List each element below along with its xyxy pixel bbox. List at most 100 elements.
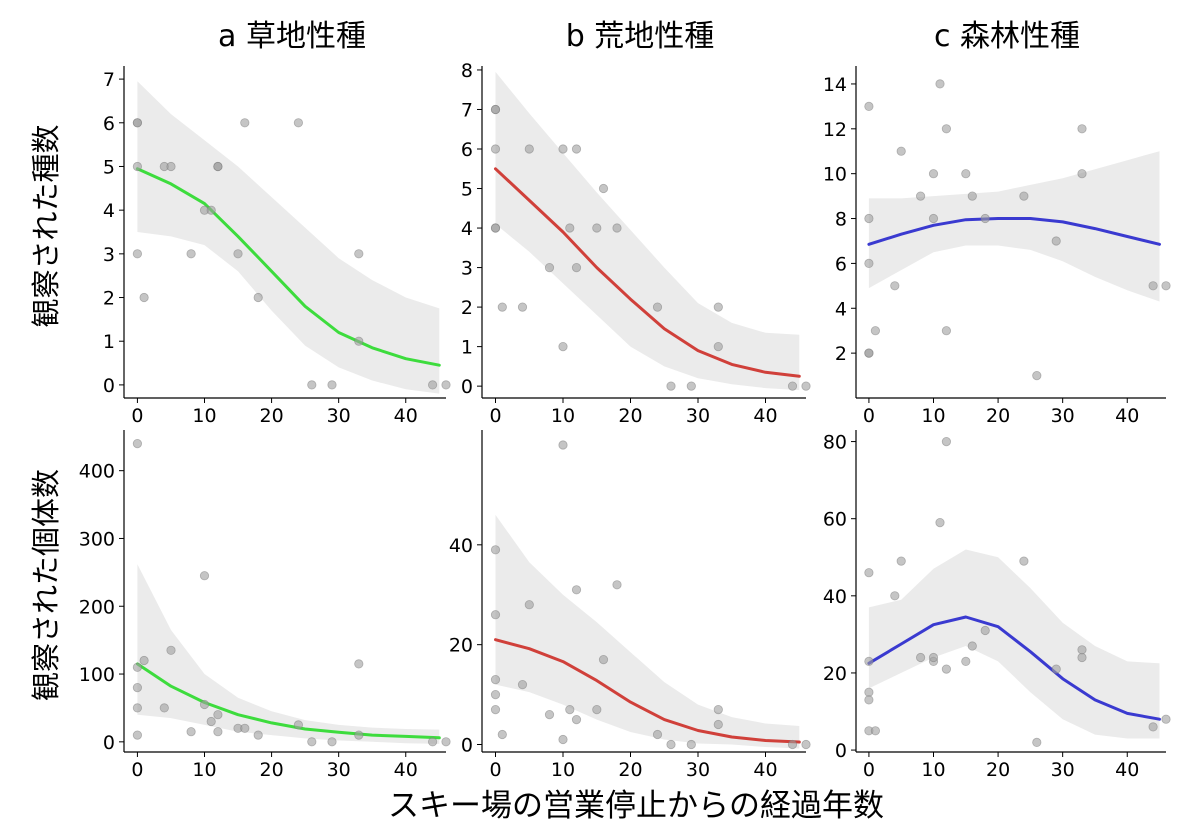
data-point — [206, 716, 216, 727]
y-tick-label: 7 — [461, 99, 473, 121]
data-point — [896, 556, 906, 566]
data-point — [497, 302, 507, 312]
data-point — [713, 719, 723, 730]
x-tick-label: 0 — [131, 759, 143, 781]
data-point — [517, 302, 528, 312]
data-point — [233, 249, 243, 259]
data-point — [490, 223, 501, 233]
y-tick-label: 0 — [835, 740, 847, 762]
y-tick-label: 2 — [103, 288, 115, 310]
y-tick-label: 5 — [103, 156, 115, 178]
y-tick-label: 2 — [835, 343, 847, 365]
data-point — [1077, 169, 1087, 179]
data-point — [307, 737, 317, 747]
y-tick-label: 7 — [103, 69, 115, 91]
data-point — [427, 737, 438, 747]
fit-line — [135, 167, 441, 367]
data-point — [166, 161, 176, 172]
x-tick-label: 40 — [1115, 405, 1139, 427]
data-point — [941, 664, 952, 674]
data-point — [354, 336, 364, 346]
data-point — [941, 124, 952, 134]
data-point — [1077, 124, 1087, 134]
data-point — [1148, 281, 1158, 291]
y-tick-label: 4 — [103, 200, 115, 222]
data-point — [864, 687, 874, 697]
data-point — [666, 739, 676, 750]
x-tick-label: 0 — [863, 405, 875, 427]
x-tick-label: 20 — [986, 405, 1010, 427]
data-point — [980, 213, 990, 224]
data-point — [558, 341, 568, 352]
x-tick-label: 30 — [327, 405, 351, 427]
x-tick-label: 10 — [921, 759, 945, 781]
x-tick-label: 20 — [259, 759, 283, 781]
data-point — [354, 659, 364, 669]
y-tick-label: 60 — [823, 509, 847, 531]
data-point — [132, 161, 142, 172]
data-point — [544, 262, 555, 273]
y-tick-label: 4 — [835, 298, 847, 320]
data-point — [571, 585, 582, 595]
data-point — [598, 183, 609, 194]
x-tick-label: 10 — [551, 405, 575, 427]
x-tick-label: 40 — [1115, 759, 1139, 781]
fit-line — [494, 167, 801, 378]
data-point — [524, 600, 534, 610]
data-point — [928, 652, 939, 663]
data-point — [213, 161, 223, 172]
data-point — [1019, 556, 1029, 566]
column-title-b: b 荒地性種 — [566, 19, 715, 54]
data-point — [307, 380, 317, 390]
data-point — [713, 341, 723, 352]
data-point — [490, 704, 501, 715]
x-tick-label: 30 — [686, 759, 710, 781]
data-point — [1051, 236, 1061, 246]
data-point — [327, 737, 337, 747]
y-tick-label: 40 — [449, 535, 473, 557]
data-point — [592, 223, 602, 233]
data-point — [558, 734, 568, 745]
y-tick-label: 8 — [835, 209, 847, 231]
y-tick-label: 1 — [461, 337, 473, 359]
y-tick-label: 6 — [461, 139, 473, 161]
data-point — [213, 710, 223, 720]
data-point — [524, 144, 534, 154]
data-point — [1077, 645, 1087, 655]
data-point — [864, 213, 874, 224]
data-point — [612, 580, 622, 590]
data-point — [1051, 664, 1061, 674]
data-point — [544, 709, 555, 720]
y-tick-label: 12 — [823, 119, 847, 141]
panel-c-species: 2 4 6 8 10 12 14 0 10 20 30 40 — [823, 66, 1171, 427]
data-point — [967, 191, 977, 201]
data-point — [967, 641, 977, 651]
data-point — [787, 739, 798, 750]
data-point — [890, 281, 900, 291]
data-point — [490, 144, 501, 154]
data-point — [186, 249, 196, 259]
x-tick-label: 10 — [192, 759, 216, 781]
data-point — [490, 674, 501, 685]
y-tick-label: 200 — [79, 596, 115, 618]
column-title-a: a 草地性種 — [218, 19, 366, 54]
data-point — [571, 714, 582, 725]
data-point — [652, 729, 663, 740]
row-label-species: 観察された種数 — [29, 124, 63, 327]
data-point — [293, 720, 303, 730]
y-tick-label: 4 — [461, 218, 473, 240]
data-point — [980, 625, 990, 636]
data-point — [132, 703, 142, 713]
x-tick-label: 40 — [753, 405, 777, 427]
data-point — [166, 645, 176, 655]
x-tick-label: 0 — [863, 759, 875, 781]
x-axis-caption: スキー場の営業停止からの経過年数 — [388, 788, 884, 824]
data-point — [517, 679, 528, 690]
data-point — [864, 101, 874, 112]
data-point — [896, 146, 906, 156]
data-point — [686, 739, 696, 750]
data-point — [928, 213, 939, 224]
x-tick-label: 40 — [394, 405, 418, 427]
y-tick-label: 1 — [103, 331, 115, 353]
